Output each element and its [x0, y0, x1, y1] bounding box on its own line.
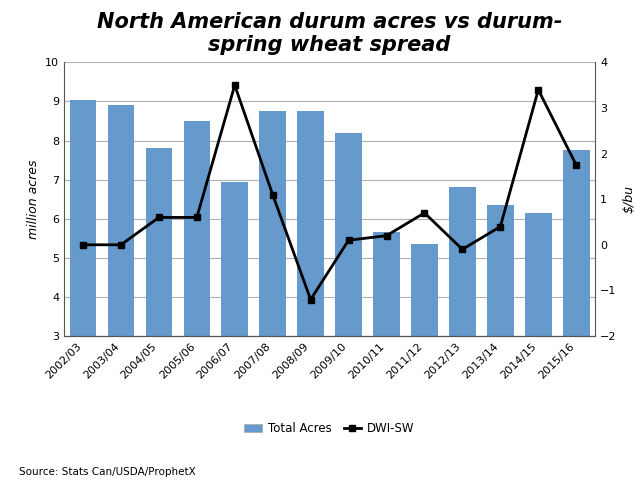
- Legend: Total Acres, DWI-SW: Total Acres, DWI-SW: [240, 417, 419, 440]
- Text: Source: Stats Can/USDA/ProphetX: Source: Stats Can/USDA/ProphetX: [19, 467, 196, 477]
- Bar: [563, 150, 589, 453]
- Bar: [335, 133, 362, 453]
- Bar: [373, 232, 400, 453]
- Bar: [449, 188, 476, 453]
- Bar: [145, 148, 172, 453]
- Bar: [108, 106, 134, 453]
- Y-axis label: $/bu: $/bu: [622, 185, 635, 213]
- Bar: [487, 205, 514, 453]
- Bar: [525, 213, 552, 453]
- Bar: [70, 99, 96, 453]
- Bar: [259, 111, 286, 453]
- Bar: [221, 181, 248, 453]
- Bar: [411, 244, 438, 453]
- Bar: [184, 121, 210, 453]
- Y-axis label: million acres: million acres: [27, 159, 40, 239]
- Bar: [298, 111, 324, 453]
- Title: North American durum acres vs durum-
spring wheat spread: North American durum acres vs durum- spr…: [97, 12, 563, 55]
